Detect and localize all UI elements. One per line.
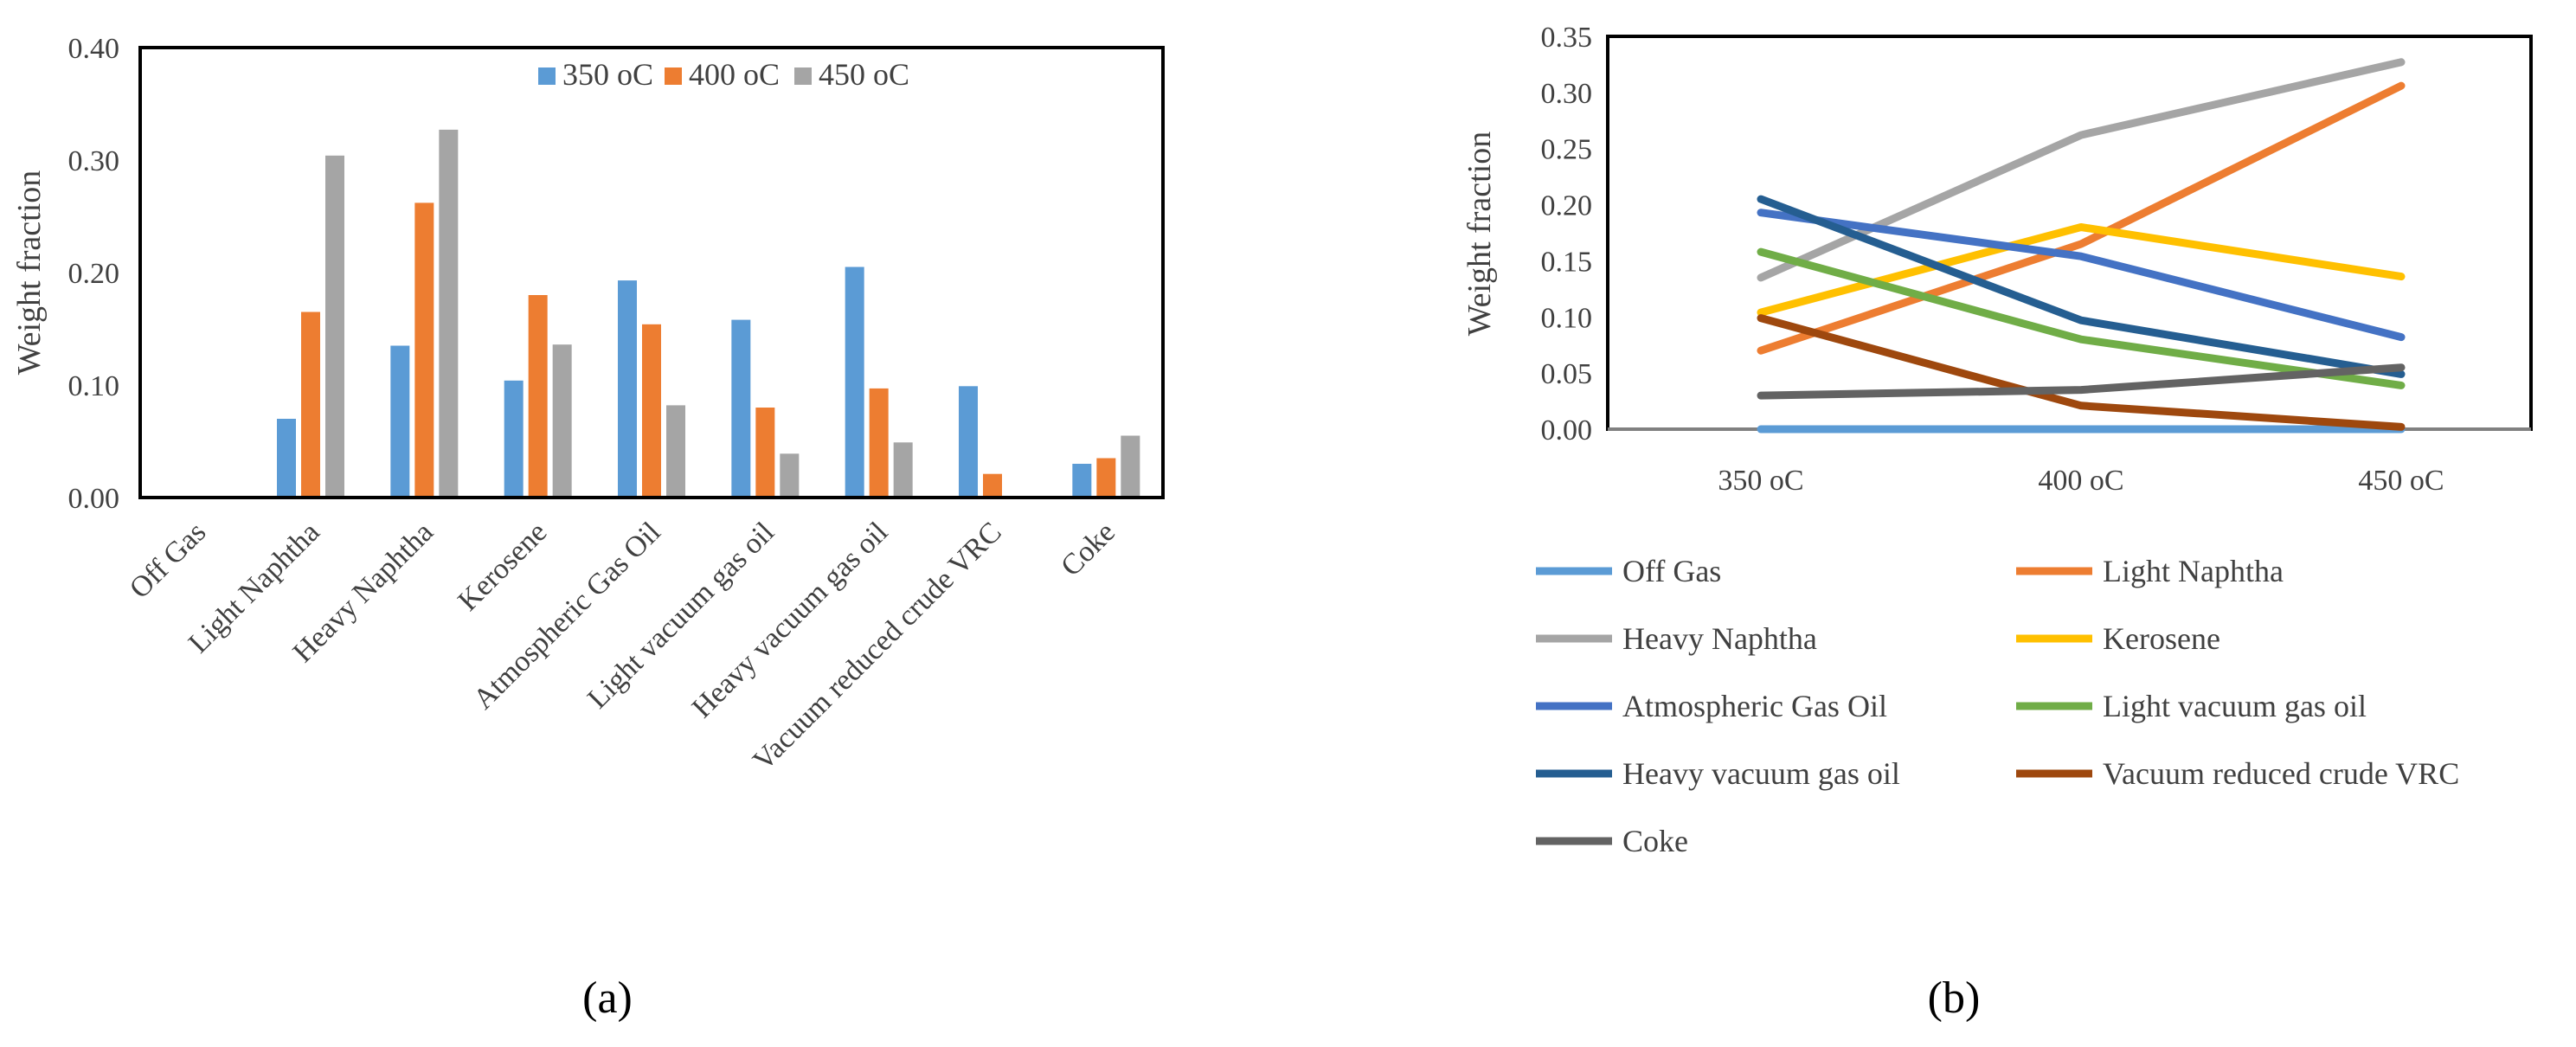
bar-atmospheric-gas-oil-350-oc [618, 280, 637, 498]
line-chart-panel-b: 0.00 0.05 0.10 0.15 0.20 0.25 0.30 0.35 Weight f… [1461, 22, 2533, 858]
y-tick-label-0-35: 0.35 [1541, 22, 1593, 54]
y-tick-label-0-10: 0.10 [68, 370, 120, 402]
x-tick-label-atmospheric-gas-oil: Atmospheric Gas Oil [467, 516, 666, 715]
y-tick-label-0-20: 0.20 [1541, 190, 1593, 222]
bar-coke-350-oc [1072, 464, 1092, 498]
bar-heavy-naphtha-350-oc [390, 345, 410, 498]
bar-coke-450-oc [1121, 435, 1140, 498]
y-tick-label-0-15: 0.15 [1541, 246, 1593, 278]
y-tick-label-0-05: 0.05 [1541, 358, 1593, 390]
x-tick-label-off-gas: Off Gas [124, 516, 213, 605]
bar-coke-400-oc [1096, 458, 1116, 498]
y-tick-label-0-00: 0.00 [68, 483, 120, 515]
x-tick-label-kerosene: Kerosene [452, 516, 553, 617]
legend-label-450-oc: 450 oC [819, 57, 909, 92]
bar-atmospheric-gas-oil-400-oc [642, 324, 661, 498]
legend-label-atmospheric-gas-oil: Atmospheric Gas Oil [1622, 689, 1887, 723]
y-tick-label-0-40: 0.40 [68, 33, 120, 65]
bar-heavy-vacuum-gas-oil-450-oc [893, 442, 913, 498]
panel-label-a: (a) [582, 973, 633, 1023]
x-tick-label-450-oc: 450 oC [2358, 465, 2444, 497]
legend-label-kerosene: Kerosene [2103, 621, 2220, 656]
legend-label-heavy-naphtha: Heavy Naphtha [1622, 621, 1817, 656]
legend-swatch-350-oc [538, 67, 556, 85]
bar-heavy-naphtha-400-oc [414, 202, 434, 498]
series-line-vacuum-reduced-crude-vrc [1757, 314, 2406, 431]
bar-kerosene-450-oc [552, 344, 572, 498]
bar-light-vacuum-gas-oil-400-oc [755, 408, 775, 498]
legend-swatch-400-oc [665, 67, 682, 85]
y-tick-label-0-00: 0.00 [1541, 414, 1593, 446]
y-tick-label-0-10: 0.10 [1541, 302, 1593, 334]
y-tick-label-0-25: 0.25 [1541, 134, 1593, 166]
bar-light-naphtha-350-oc [277, 419, 296, 498]
x-tick-label-coke: Coke [1055, 516, 1121, 582]
y-tick-label-0-20: 0.20 [68, 258, 120, 290]
legend-label-400-oc: 400 oC [689, 57, 780, 92]
y-axis-title: Weight fraction [11, 170, 48, 375]
bar-vacuum-reduced-crude-vrc-350-oc [959, 386, 978, 498]
legend-label-light-vacuum-gas-oil: Light vacuum gas oil [2103, 689, 2367, 723]
x-tick-label-400-oc: 400 oC [2038, 465, 2123, 497]
legend-swatch-450-oc [794, 67, 812, 85]
y-tick-label-0-30: 0.30 [68, 145, 120, 177]
legend-label-vacuum-reduced-crude-vrc: Vacuum reduced crude VRC [2103, 756, 2459, 791]
bar-heavy-vacuum-gas-oil-350-oc [845, 267, 864, 498]
bar-light-vacuum-gas-oil-350-oc [731, 319, 751, 498]
series-line-light-naphtha [1757, 81, 2406, 355]
y-axis-title: Weight fraction [1461, 132, 1498, 336]
legend-label-heavy-vacuum-gas-oil: Heavy vacuum gas oil [1622, 756, 1900, 791]
bar-kerosene-400-oc [528, 295, 548, 498]
y-tick-label-0-30: 0.30 [1541, 78, 1593, 110]
bar-vacuum-reduced-crude-vrc-400-oc [983, 473, 1002, 498]
bar-kerosene-350-oc [504, 380, 524, 498]
series-line-heavy-vacuum-gas-oil [1757, 195, 2406, 378]
series-line-light-vacuum-gas-oil [1757, 247, 2406, 389]
bar-chart-panel-a: 0.00 0.10 0.20 0.30 0.40 Weight fraction Off G… [11, 33, 1165, 777]
panel-label-b: (b) [1928, 973, 1981, 1023]
series-line-coke [1757, 363, 2406, 400]
bar-heavy-vacuum-gas-oil-400-oc [869, 388, 889, 498]
series-line-atmospheric-gas-oil [1757, 209, 2406, 342]
x-tick-label-350-oc: 350 oC [1718, 465, 1803, 497]
legend-label-light-naphtha: Light Naphtha [2103, 554, 2284, 588]
x-tick-label-light-vacuum-gas-oil: Light vacuum gas oil [581, 516, 781, 715]
bar-light-naphtha-450-oc [325, 155, 344, 498]
bar-light-naphtha-400-oc [301, 312, 320, 498]
x-tick-label-heavy-vacuum-gas-oil: Heavy vacuum gas oil [686, 516, 894, 723]
legend-label-off-gas: Off Gas [1622, 554, 1721, 588]
bar-heavy-naphtha-450-oc [439, 129, 459, 498]
legend-label-coke: Coke [1622, 824, 1688, 858]
bar-atmospheric-gas-oil-450-oc [666, 405, 685, 498]
bar-light-vacuum-gas-oil-450-oc [780, 453, 800, 498]
legend-label-350-oc: 350 oC [562, 57, 653, 92]
